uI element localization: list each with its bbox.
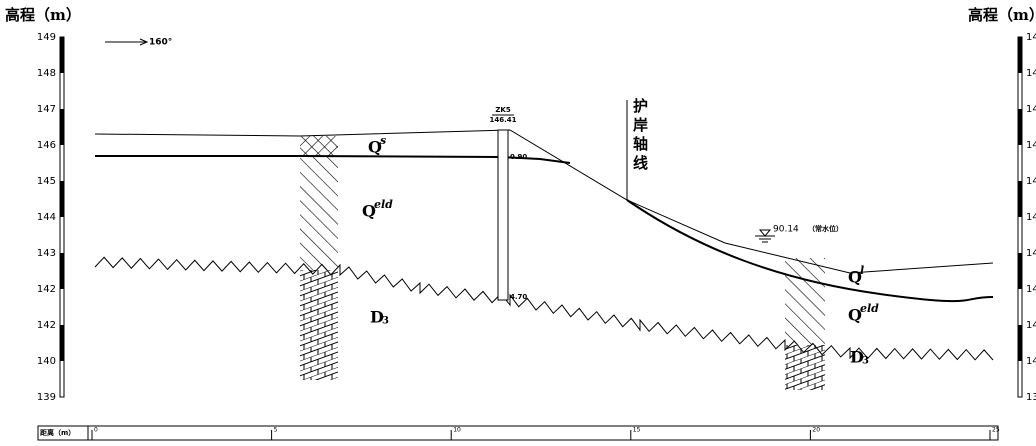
stratum-symbol: Q: [848, 306, 862, 325]
elevation-label: 146: [1026, 140, 1036, 151]
distance-tick-label: 15: [633, 427, 641, 434]
distance-bar: [37, 425, 999, 441]
fill-cross: [300, 136, 338, 156]
direction: 160°: [149, 38, 172, 48]
water-note: （常水位）: [808, 224, 843, 233]
elevation-label: 140: [1026, 356, 1036, 367]
scale-segment: [60, 325, 64, 361]
zigzag: [94, 256, 994, 361]
distance-tick-label: 20: [812, 427, 820, 434]
water-symbol: [755, 235, 775, 243]
stratum-sup: l: [860, 264, 864, 277]
scale-segment: [1018, 325, 1022, 361]
elevation-label: 142: [37, 284, 56, 295]
stratum-sup: eld: [374, 198, 393, 211]
axis-title: 高程（m）: [968, 6, 1036, 24]
elevation-label: 149: [37, 32, 56, 43]
elevation-label: 149: [1026, 32, 1036, 43]
distance-tick-label: 0: [94, 427, 98, 434]
distance-tick-label: 10: [453, 427, 461, 434]
scale-segment: [60, 181, 64, 217]
distance-tick-label: 25: [992, 427, 1000, 434]
scale-segment: [60, 109, 64, 145]
elevation-label: 140: [37, 356, 56, 367]
scale-segment: [1018, 253, 1022, 289]
depth: 0.90: [510, 153, 527, 161]
elevation-label: 145: [37, 176, 56, 187]
elevation-label: 142: [37, 320, 56, 331]
scale-segment: [60, 37, 64, 73]
stratum-sub: 3: [382, 316, 389, 327]
stratum-symbol: Q: [362, 202, 376, 221]
depth: 4.70: [510, 293, 527, 301]
elevation-label: 146: [37, 140, 56, 151]
borehole-id: ZK5: [495, 106, 511, 114]
stratum-line: [626, 199, 994, 303]
axis-line-label: 护岸轴线: [631, 97, 649, 174]
stratum-sup: s: [380, 134, 386, 147]
distance-ticks: 0 5 10 15 20 25: [91, 427, 1000, 440]
elevation-label: 139: [1026, 392, 1036, 403]
borehole-elevation: 146.41: [489, 116, 516, 124]
stratum-symbol: D: [370, 308, 384, 327]
fill-hatch: [785, 258, 825, 345]
arrow-head: [139, 38, 149, 46]
water-symbol: [758, 229, 772, 237]
stratum-symbol: Q: [848, 268, 862, 287]
elevation-label: 145: [1026, 176, 1036, 187]
elevation-label: 144: [37, 212, 56, 223]
scale-segment: [1018, 181, 1022, 217]
fill-brick: [300, 270, 338, 380]
stratum-sup: eld: [860, 302, 879, 315]
distance-label: 距离（m）: [40, 428, 75, 437]
elevation-label: 148: [1026, 68, 1036, 79]
fill-brick: [785, 345, 825, 390]
elevation-label: 147: [37, 104, 56, 115]
axis-title: 高程（m）: [5, 6, 81, 24]
elevation-label: 142: [1026, 284, 1036, 295]
elevation-label: 142: [1026, 320, 1036, 331]
elevation-label: 143: [1026, 248, 1036, 259]
scale-segment: [60, 253, 64, 289]
scale-segment: [1018, 109, 1022, 145]
elevation-label: 148: [37, 68, 56, 79]
scale-segment: [1018, 37, 1022, 73]
elevation-label: 139: [37, 392, 56, 403]
borehole: [497, 129, 509, 301]
ground-line: [94, 129, 994, 274]
water-level: 90.14: [773, 225, 799, 235]
elevation-label: 144: [1026, 212, 1036, 223]
elevation-label: 147: [1026, 104, 1036, 115]
fill-hatch: [300, 156, 338, 270]
stratum-symbol: D: [850, 348, 864, 367]
elevation-label: 143: [37, 248, 56, 259]
axes: 149 148 147 146 145 144 143 142 142 140 139 149 148 1…: [37, 32, 1036, 403]
stratum-symbol: Q: [368, 138, 382, 157]
distance-tick-label: 5: [274, 427, 278, 434]
weathering-boundary: [94, 256, 994, 361]
stratum-sub: 3: [862, 356, 869, 367]
